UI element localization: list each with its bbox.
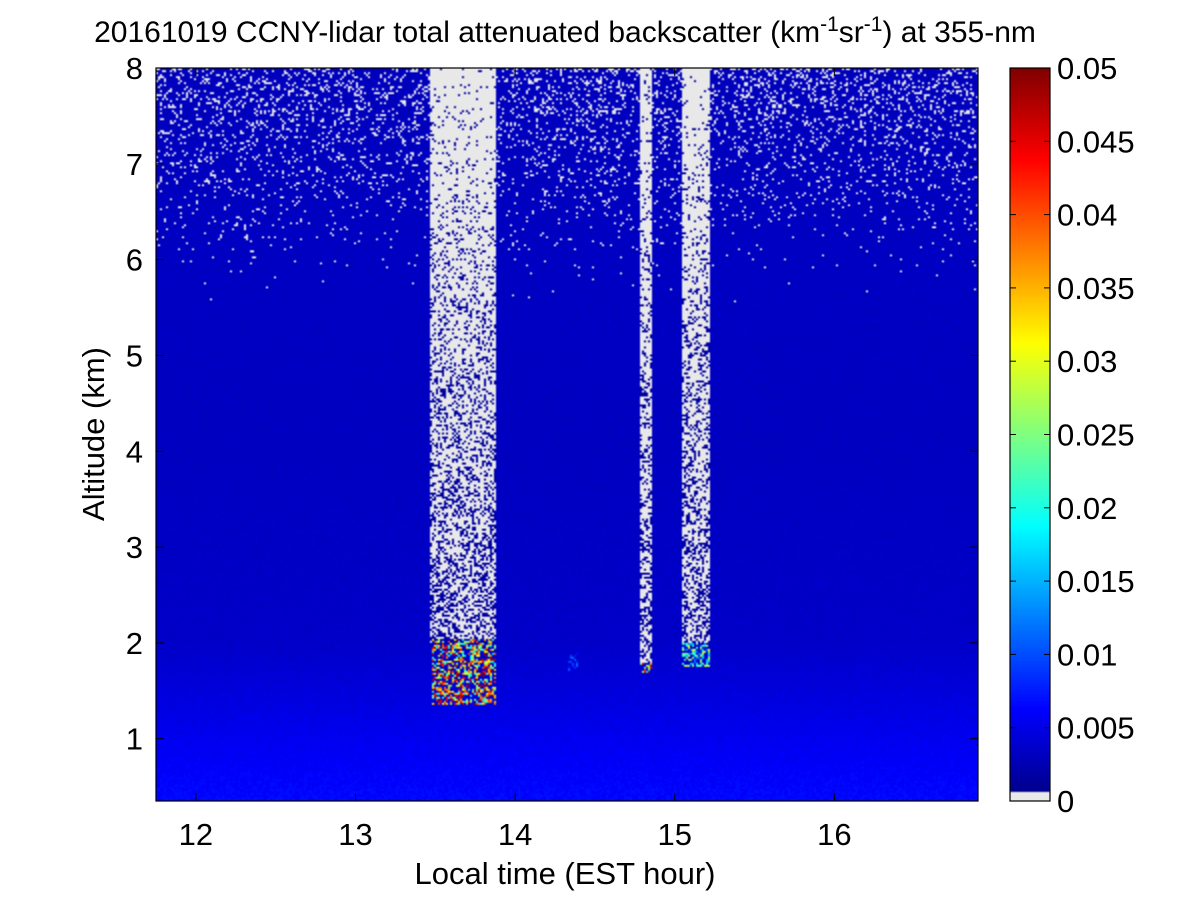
x-axis: 12 13 14 15 16 bbox=[179, 68, 852, 852]
x-tick-label: 13 bbox=[338, 817, 372, 852]
x-tick-label: 14 bbox=[498, 817, 532, 852]
x-tick-label: 15 bbox=[657, 817, 691, 852]
y-tick-label: 4 bbox=[126, 434, 143, 469]
y-axis: 1 2 3 4 5 6 7 8 bbox=[126, 51, 978, 757]
y-tick-label: 5 bbox=[126, 338, 143, 373]
colorbar-tick-label: 0 bbox=[1057, 784, 1074, 819]
x-tick-label: 16 bbox=[817, 817, 851, 852]
y-axis-label: Altitude (km) bbox=[76, 347, 111, 521]
x-tick-label: 12 bbox=[179, 817, 213, 852]
y-tick-label: 8 bbox=[126, 51, 143, 86]
colorbar-tick-label: 0.04 bbox=[1057, 198, 1117, 233]
colorbar-tick-label: 0.035 bbox=[1057, 271, 1135, 306]
y-tick-label: 7 bbox=[126, 147, 143, 182]
colorbar-ticks: 0 0.005 0.01 0.015 0.02 0.025 0.03 0.035 0.04 0.0… bbox=[1010, 51, 1135, 819]
y-tick-label: 2 bbox=[126, 626, 143, 661]
colorbar-tick-label: 0.015 bbox=[1057, 564, 1135, 599]
backscatter-heatmap bbox=[156, 68, 978, 801]
plot-frame bbox=[155, 67, 979, 802]
colorbar-tick-label: 0.005 bbox=[1057, 711, 1135, 746]
colorbar-tick-label: 0.025 bbox=[1057, 418, 1135, 453]
colorbar: 0 0.005 0.01 0.015 0.02 0.025 0.03 0.035 0.04 0.0… bbox=[1009, 51, 1135, 819]
x-axis-label: Local time (EST hour) bbox=[415, 856, 716, 891]
heatmap-plot-area bbox=[155, 67, 979, 802]
colorbar-tick-label: 0.02 bbox=[1057, 491, 1117, 526]
colorbar-tick-label: 0.045 bbox=[1057, 124, 1135, 159]
colorbar-tick-label: 0.05 bbox=[1057, 51, 1117, 86]
colorbar-tick-label: 0.03 bbox=[1057, 344, 1117, 379]
colorbar-gradient bbox=[1010, 68, 1050, 801]
y-tick-label: 6 bbox=[126, 243, 143, 278]
y-tick-label: 1 bbox=[126, 722, 143, 757]
chart-title: 20161019 CCNY-lidar total attenuated bac… bbox=[94, 13, 1036, 49]
y-tick-label: 3 bbox=[126, 530, 143, 565]
colorbar-tick-label: 0.01 bbox=[1057, 637, 1117, 672]
